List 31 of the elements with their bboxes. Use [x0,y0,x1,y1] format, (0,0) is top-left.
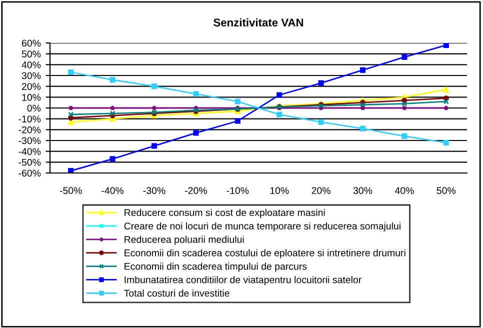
x-tick-label: -30% [143,187,166,194]
x-tick-label: 20% [312,187,330,194]
y-tick-label: -10% [18,116,41,122]
y-tick-label: 10% [22,94,41,101]
legend-label: Reducere consum si cost de exploatare masini [124,208,325,218]
y-tick-label: 30% [22,72,41,80]
x-tick-label: 50% [436,187,456,194]
y-tick-label: -30% [18,137,41,144]
y-tick-label: -40% [18,148,41,155]
y-tick-label: 60% [22,40,41,47]
legend-label: Total costuri de investitie [124,290,230,297]
x-tick-label: -50% [60,187,82,194]
legend-label: Reducerea poluarii mediului [124,236,244,245]
y-tick-label: -50% [18,158,41,166]
chart-title: Senzitivitate VAN [214,18,304,26]
y-tick-label: -20% [18,126,41,134]
y-tick-label: -60% [18,170,41,177]
y-tick-label: 50% [22,50,41,58]
x-tick-label: 10% [270,187,289,194]
y-tick-label: 40% [22,61,41,68]
legend-label: Imbunatatirea conditiilor de viatapentru locuitorii satelor [124,276,362,286]
y-tick-label: 0% [27,104,41,112]
x-tick-label: 30% [353,187,372,194]
x-tick-label: -10% [226,187,249,194]
legend-label: Creare de noi locuri de munca temporare si reducerea somajului [124,222,400,232]
y-tick-label: 20% [22,83,41,90]
legend-label: Economii din scaderea timpului de parcurs [124,262,307,272]
x-tick-label: 40% [394,187,414,194]
legend-label: Economii din scaderea costului de eploatere si intretinere drumuri [124,249,406,258]
x-tick-label: -20% [185,187,207,194]
x-tick-label: -40% [102,187,124,194]
